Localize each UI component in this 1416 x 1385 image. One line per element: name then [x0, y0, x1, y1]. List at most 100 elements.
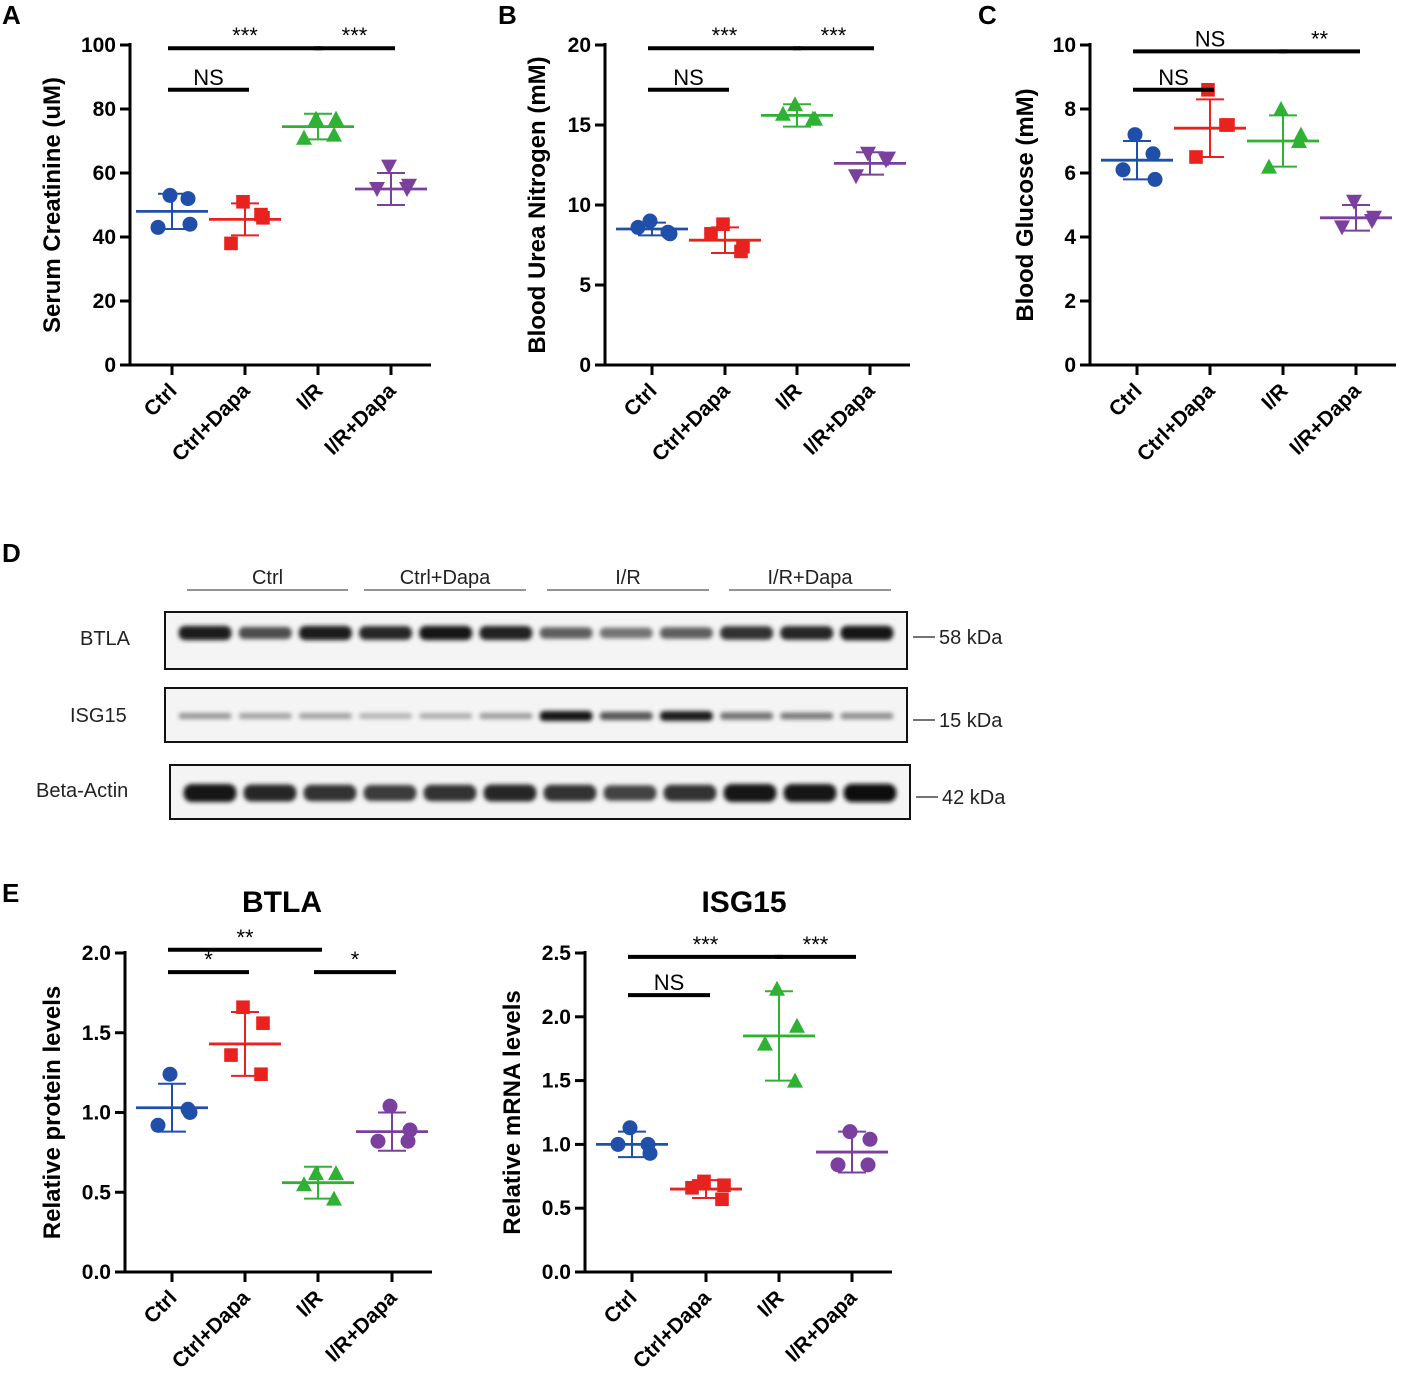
data-point: [789, 1017, 805, 1033]
data-point: [842, 1124, 858, 1140]
y-tick-label: 0: [579, 354, 591, 377]
y-axis-label: Relative mRNA levels: [499, 990, 526, 1235]
data-point: [180, 1101, 196, 1117]
blot-label: Beta-Actin: [36, 780, 128, 802]
data-point: [697, 1174, 711, 1189]
blot-band: [238, 626, 292, 640]
data-point: [878, 153, 894, 169]
western-blot: Ctrl Ctrl+Dapa I/R I/R+Dapa BTLA 58 kDa ISG15 1…: [36, 567, 1006, 820]
significance-label: ***: [232, 23, 258, 48]
data-point: [848, 169, 864, 185]
blot-band: [840, 712, 894, 720]
blot-band: [539, 710, 593, 722]
data-point: [775, 105, 791, 121]
blot-band: [363, 785, 417, 801]
y-tick-label: 8: [1064, 98, 1076, 121]
category-label-ctrl: Ctrl: [620, 379, 662, 421]
data-point: [370, 1133, 386, 1149]
series-i-r-dapa: [356, 1098, 428, 1152]
y-tick-label: 20: [93, 290, 116, 313]
y-tick-label: 0.0: [542, 1261, 571, 1284]
significance-label: *: [204, 947, 213, 972]
category-label-ctrl: Ctrl: [140, 1286, 182, 1328]
series-ctrl: [616, 213, 688, 242]
blot-band: [603, 785, 657, 801]
group-label-i-r-dapa: I/R+Dapa: [767, 567, 853, 589]
y-tick-label: 0.5: [542, 1197, 572, 1220]
data-point: [660, 224, 676, 240]
data-point: [622, 1120, 638, 1136]
data-point: [830, 1157, 846, 1173]
category-label-i-r-dapa: I/R+Dapa: [781, 1286, 861, 1366]
significance-label: **: [236, 925, 254, 950]
data-point: [717, 1178, 731, 1193]
panel-letter-a: A: [2, 0, 21, 30]
y-axis-label: Blood Urea Nitrogen (mM): [524, 56, 551, 353]
data-point: [1115, 162, 1131, 178]
series-ctrl-dapa: [670, 1174, 742, 1207]
blot-band: [663, 784, 717, 802]
y-tick-label: 80: [93, 98, 116, 121]
data-point: [180, 191, 196, 207]
data-point: [1127, 127, 1143, 143]
blot-band: [783, 784, 837, 802]
y-tick-label: 10: [1053, 34, 1076, 57]
blot-row-btla: BTLA 58 kDa: [80, 611, 1003, 670]
data-point: [328, 1165, 344, 1181]
category-label-i-r: I/R: [753, 1286, 788, 1321]
y-tick-label: 4: [1064, 226, 1076, 249]
series-ctrl: [136, 1066, 208, 1133]
series-ctrl-dapa: [689, 217, 761, 259]
data-point: [1261, 158, 1277, 174]
blot-band: [243, 784, 297, 802]
blot-band: [780, 626, 834, 640]
category-label-i-r-dapa: I/R+Dapa: [321, 1286, 401, 1366]
y-tick-label: 0.5: [82, 1181, 112, 1204]
data-point: [236, 195, 250, 209]
data-point: [787, 96, 803, 112]
blot-band: [359, 713, 413, 719]
y-tick-label: 1.5: [82, 1022, 112, 1045]
series-ctrl-dapa: [209, 1000, 281, 1082]
y-tick-label: 2.5: [542, 942, 572, 965]
data-point: [224, 236, 238, 251]
series-ctrl-dapa: [209, 195, 281, 251]
blot-label: BTLA: [80, 628, 131, 650]
data-point: [399, 182, 415, 197]
blot-row-isg15: ISG15 15 kDa: [70, 687, 1003, 743]
significance-label: *: [351, 947, 360, 972]
significance-label: ***: [821, 23, 847, 48]
series-i-r: [282, 1165, 354, 1206]
blot-label: ISG15: [70, 705, 127, 727]
blot-band: [720, 626, 774, 640]
blot-band: [723, 784, 777, 802]
data-point: [640, 1136, 656, 1152]
chart-title: BTLA: [242, 886, 322, 919]
data-point: [236, 1000, 250, 1015]
blot-band: [780, 712, 834, 720]
group-label-ctrl: Ctrl: [252, 567, 283, 589]
panel-letter-e: E: [2, 878, 19, 908]
series-i-r-dapa: [355, 159, 427, 206]
significance-label: NS: [673, 65, 704, 90]
y-tick-label: 10: [568, 194, 591, 217]
data-point: [1145, 146, 1161, 162]
significance-label: NS: [1195, 26, 1226, 51]
data-point: [182, 216, 198, 232]
data-point: [757, 1035, 773, 1051]
blot-band: [483, 784, 537, 802]
data-point: [296, 1176, 312, 1192]
data-point: [610, 1136, 626, 1152]
y-axis-label: Serum Creatinine (uM): [39, 77, 66, 333]
group-label-i-r: I/R: [615, 567, 641, 589]
group-label-ctrl-dapa: Ctrl+Dapa: [400, 567, 491, 589]
blot-band: [359, 626, 413, 640]
data-point: [308, 110, 324, 126]
series-ctrl: [596, 1120, 668, 1161]
data-point: [254, 1067, 268, 1082]
blot-band: [479, 712, 533, 720]
blot-band: [303, 784, 357, 802]
blot-band: [539, 627, 593, 639]
